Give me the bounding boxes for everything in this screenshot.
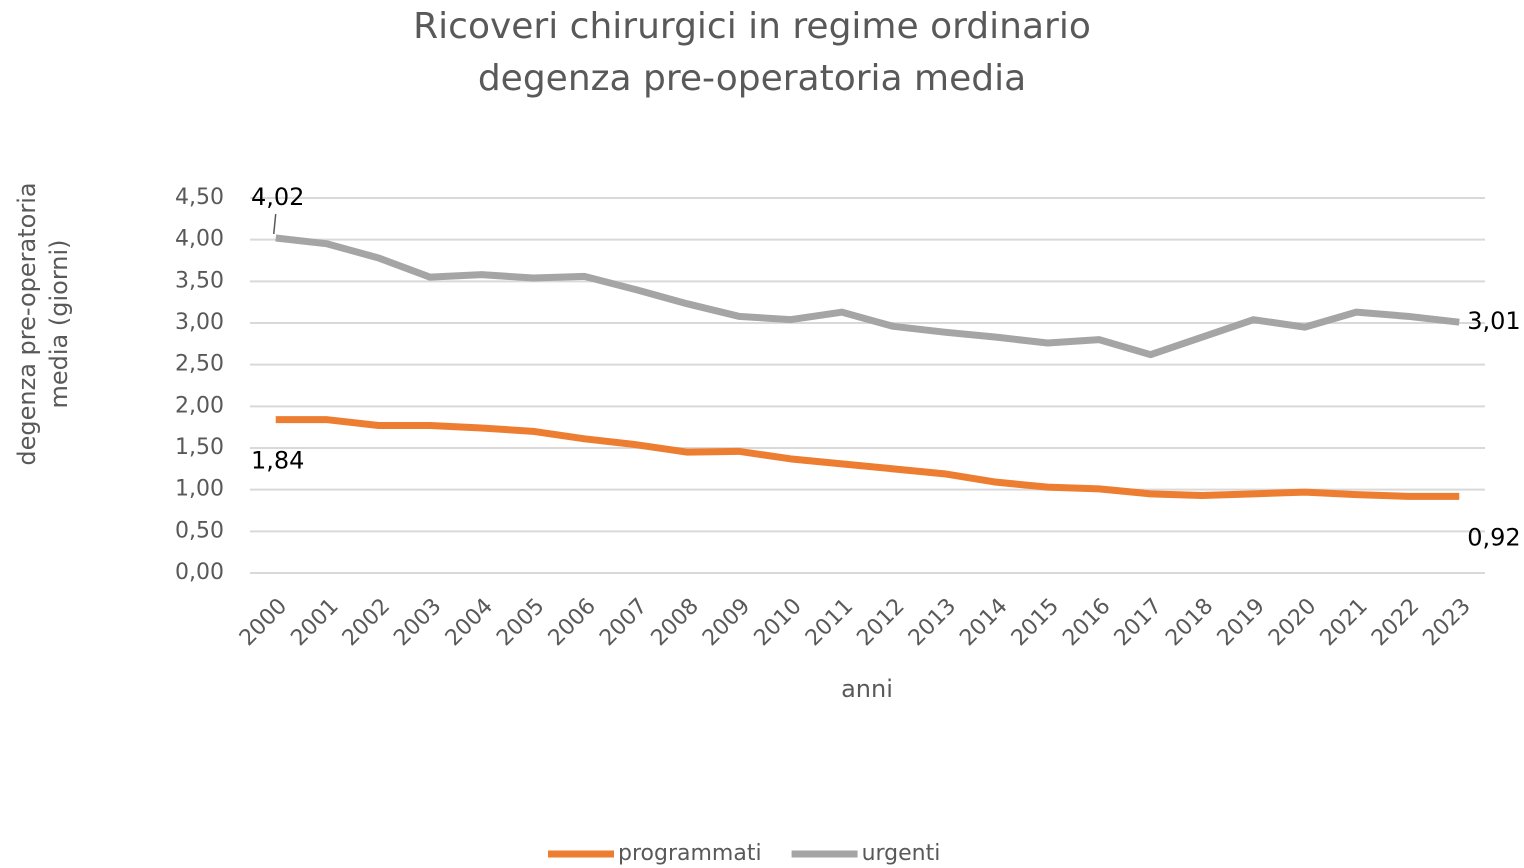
y-tick-label: 0,50 [175,518,224,543]
y-axis-label: degenza pre-operatoria media (giorni) [13,182,73,466]
y-tick-label: 2,00 [175,393,224,418]
x-tick-label: 2004 [441,594,498,651]
x-tick-label: 2009 [698,594,755,651]
chart-title: Ricoveri chirurgici in regime ordinario [413,6,1091,47]
x-tick-label: 2006 [544,594,601,651]
x-tick-label: 2020 [1264,594,1321,651]
x-tick-label: 2002 [338,594,395,651]
x-tick-label: 2023 [1418,594,1475,651]
legend-label: urgenti [862,841,941,866]
x-tick-label: 2021 [1316,594,1373,651]
x-tick-label: 2008 [647,594,704,651]
y-tick-label: 2,50 [175,352,224,377]
x-tick-label: 2016 [1058,594,1115,651]
chart-subtitle: degenza pre-operatoria media [478,58,1026,99]
leader-line [272,213,277,235]
x-tick-label: 2022 [1367,594,1424,651]
x-tick-label: 2005 [492,594,549,651]
y-tick-label: 4,50 [175,185,224,210]
x-tick-label: 2011 [801,594,858,651]
y-tick-label: 1,50 [175,435,224,460]
legend-label: programmati [618,841,762,866]
x-tick-label: 2018 [1161,594,1218,651]
x-tick-label: 2012 [852,594,909,651]
data-label: 0,92 [1467,523,1520,551]
y-tick-label: 4,00 [175,227,224,252]
data-label: 4,02 [251,183,304,211]
x-tick-label: 2010 [750,594,807,651]
data-label: 1,84 [251,447,304,475]
x-tick-label: 2015 [1007,594,1064,651]
x-tick-label: 2014 [955,594,1012,651]
y-tick-label: 3,00 [175,310,224,335]
x-tick-label: 2007 [595,594,652,651]
x-tick-label: 2003 [389,594,446,651]
series-line [275,416,1460,500]
y-tick-label: 3,50 [175,268,224,293]
y-tick-label: 0,00 [175,560,224,585]
x-axis-label: anni [841,675,893,703]
x-tick-label: 2000 [235,594,292,651]
x-tick-label: 2017 [1110,594,1167,651]
data-label: 3,01 [1467,307,1520,335]
y-tick-label: 1,00 [175,477,224,502]
x-tick-label: 2019 [1213,594,1270,651]
x-tick-label: 2001 [286,594,343,651]
series-line [275,234,1460,359]
x-tick-label: 2013 [904,594,961,651]
